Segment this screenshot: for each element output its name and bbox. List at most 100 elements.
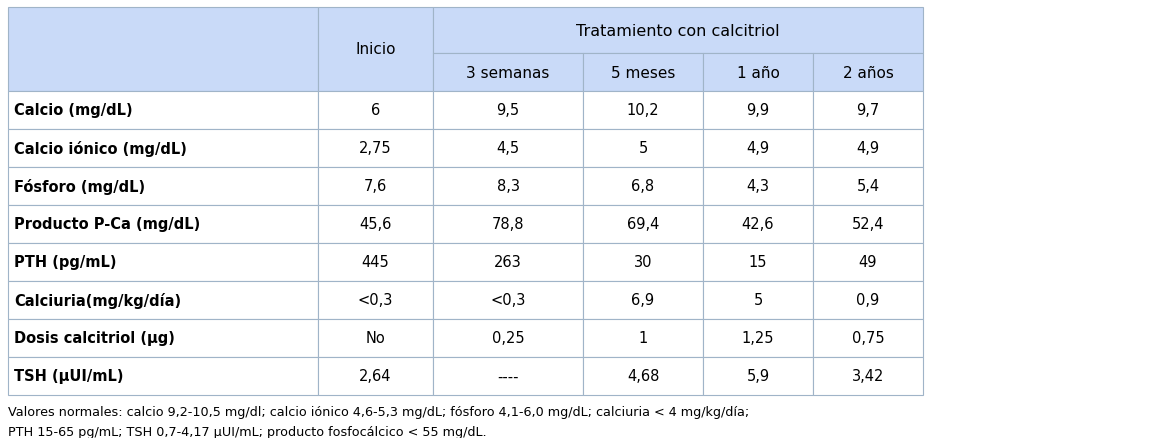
Text: PTH (pg/mL): PTH (pg/mL) (14, 255, 116, 270)
Bar (704, 168, 813, 205)
Text: 1: 1 (639, 331, 648, 346)
Bar (583, 319, 704, 357)
Text: 5,4: 5,4 (857, 179, 880, 194)
Bar (433, 168, 583, 205)
Bar (8, 244, 318, 281)
Text: 49: 49 (859, 255, 878, 270)
Text: 1,25: 1,25 (742, 331, 774, 346)
Text: 0,9: 0,9 (857, 293, 880, 308)
Bar (583, 357, 704, 395)
Bar (8, 357, 318, 395)
Bar (583, 281, 704, 319)
Bar (813, 357, 923, 395)
Bar (433, 205, 583, 244)
Text: 52,4: 52,4 (852, 217, 885, 232)
Bar (433, 8, 923, 54)
Bar (704, 357, 813, 395)
Text: <0,3: <0,3 (358, 293, 394, 308)
Text: 8,3: 8,3 (497, 179, 519, 194)
Bar (318, 130, 433, 168)
Bar (704, 205, 813, 244)
Text: 30: 30 (634, 255, 652, 270)
Text: Producto P-Ca (mg/dL): Producto P-Ca (mg/dL) (14, 217, 200, 232)
Bar (318, 8, 433, 92)
Bar (8, 281, 318, 319)
Text: 0,25: 0,25 (492, 331, 525, 346)
Text: No: No (366, 331, 385, 346)
Bar (433, 130, 583, 168)
Text: PTH 15-65 pg/mL; TSH 0,7-4,17 μUI/mL; producto fosfocálcico < 55 mg/dL.: PTH 15-65 pg/mL; TSH 0,7-4,17 μUI/mL; pr… (8, 425, 486, 438)
Text: 6,8: 6,8 (632, 179, 655, 194)
Bar (318, 168, 433, 205)
Text: 6: 6 (370, 103, 380, 118)
Text: 5 meses: 5 meses (611, 65, 676, 80)
Bar (8, 205, 318, 244)
Bar (583, 168, 704, 205)
Text: 4,68: 4,68 (627, 369, 659, 384)
Text: 9,9: 9,9 (747, 103, 770, 118)
Bar (8, 130, 318, 168)
Bar (583, 205, 704, 244)
Text: 2,75: 2,75 (359, 141, 391, 156)
Text: 69,4: 69,4 (627, 217, 659, 232)
Bar (813, 205, 923, 244)
Bar (583, 92, 704, 130)
Bar (813, 54, 923, 92)
Text: Fósforo (mg/dL): Fósforo (mg/dL) (14, 179, 145, 194)
Text: 5: 5 (639, 141, 648, 156)
Text: 0,75: 0,75 (852, 331, 885, 346)
Text: 15: 15 (749, 255, 767, 270)
Text: Tratamiento con calcitriol: Tratamiento con calcitriol (576, 24, 780, 39)
Text: Dosis calcitriol (μg): Dosis calcitriol (μg) (14, 331, 175, 346)
Bar (318, 92, 433, 130)
Bar (8, 8, 318, 92)
Text: 2,64: 2,64 (359, 369, 391, 384)
Text: 3,42: 3,42 (852, 369, 885, 384)
Bar (704, 92, 813, 130)
Bar (8, 92, 318, 130)
Bar (433, 319, 583, 357)
Text: Valores normales: calcio 9,2-10,5 mg/dl; calcio iónico 4,6-5,3 mg/dL; fósforo 4,: Valores normales: calcio 9,2-10,5 mg/dl;… (8, 405, 749, 418)
Bar (583, 130, 704, 168)
Text: 4,5: 4,5 (497, 141, 520, 156)
Bar (8, 168, 318, 205)
Text: 10,2: 10,2 (627, 103, 659, 118)
Bar (433, 92, 583, 130)
Bar (704, 319, 813, 357)
Text: 6,9: 6,9 (632, 293, 655, 308)
Text: 9,7: 9,7 (857, 103, 880, 118)
Bar (813, 168, 923, 205)
Bar (704, 244, 813, 281)
Text: <0,3: <0,3 (490, 293, 526, 308)
Bar (813, 92, 923, 130)
Bar (813, 244, 923, 281)
Text: 3 semanas: 3 semanas (467, 65, 549, 80)
Bar (433, 244, 583, 281)
Text: Calciuria(mg/kg/día): Calciuria(mg/kg/día) (14, 292, 181, 308)
Bar (8, 319, 318, 357)
Bar (318, 205, 433, 244)
Text: Inicio: Inicio (355, 42, 396, 57)
Text: Calcio (mg/dL): Calcio (mg/dL) (14, 103, 132, 118)
Bar (433, 357, 583, 395)
Text: 4,9: 4,9 (857, 141, 880, 156)
Bar (704, 130, 813, 168)
Bar (813, 281, 923, 319)
Text: 45,6: 45,6 (359, 217, 391, 232)
Bar (433, 54, 583, 92)
Bar (318, 319, 433, 357)
Text: 78,8: 78,8 (492, 217, 525, 232)
Bar (813, 130, 923, 168)
Text: 445: 445 (361, 255, 389, 270)
Bar (704, 281, 813, 319)
Text: 1 año: 1 año (736, 65, 779, 80)
Text: 9,5: 9,5 (497, 103, 520, 118)
Bar (318, 244, 433, 281)
Bar (583, 244, 704, 281)
Text: 5: 5 (753, 293, 763, 308)
Bar (433, 281, 583, 319)
Text: Calcio iónico (mg/dL): Calcio iónico (mg/dL) (14, 141, 187, 157)
Bar (704, 54, 813, 92)
Text: TSH (μUI/mL): TSH (μUI/mL) (14, 369, 123, 384)
Bar (583, 54, 704, 92)
